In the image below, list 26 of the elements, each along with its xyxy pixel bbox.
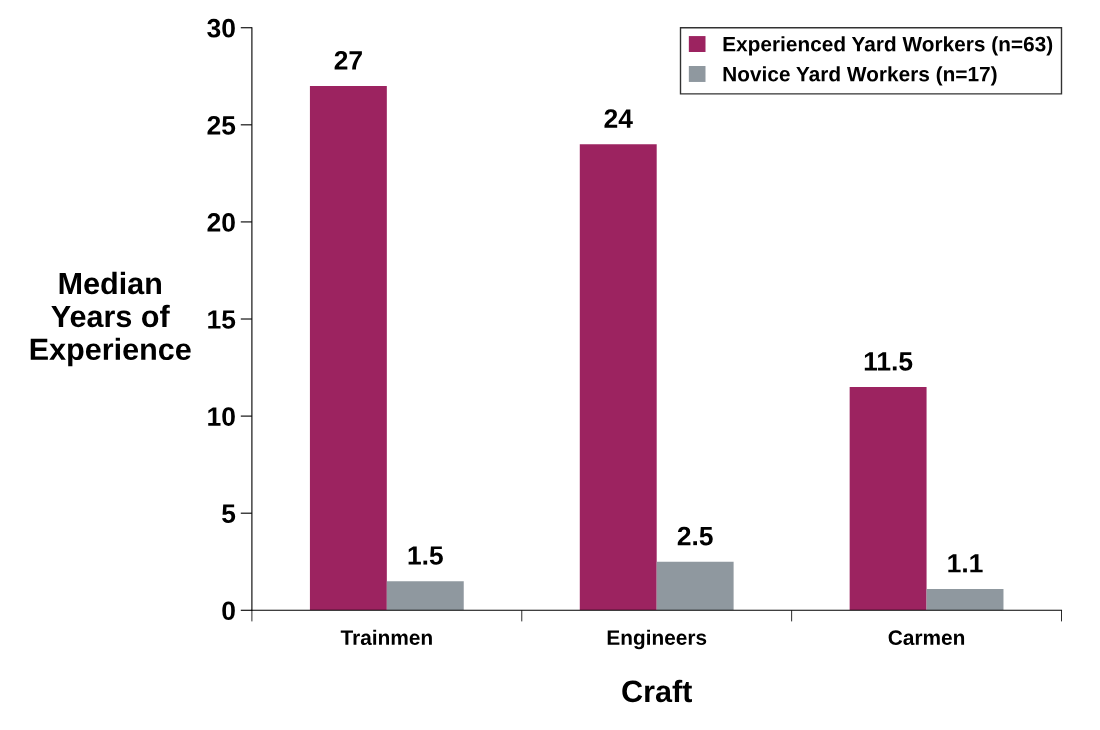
y-tick-label: 20 (207, 213, 235, 232)
legend-label: Novice Yard Workers (n=17) (723, 66, 997, 86)
y-tick-label: 5 (222, 504, 236, 524)
x-axis-title: Craft (622, 679, 692, 703)
bar (386, 581, 464, 611)
y-tick-label: 30 (207, 18, 235, 38)
y-tick-label: 10 (208, 407, 235, 426)
y-tick-label: 15 (208, 310, 236, 329)
x-tick-label: Carmen (888, 630, 965, 646)
y-tick-label: 25 (207, 115, 236, 135)
y-tick-label: 0 (222, 601, 235, 621)
bar (849, 386, 927, 611)
bar (309, 85, 387, 611)
x-tick-label: Engineers (607, 629, 707, 650)
data-label: 1.5 (408, 546, 443, 565)
data-label: 11.5 (864, 352, 913, 371)
bar (926, 588, 1004, 611)
data-label: 27 (334, 50, 362, 70)
data-label: 24 (604, 109, 633, 128)
data-label: 1.1 (948, 554, 983, 573)
x-tick-label: Trainmen (340, 629, 432, 646)
legend-label: Experienced Yard Workers (n=63) (723, 36, 1053, 56)
bar (656, 561, 734, 611)
y-axis-title: Median Years of Experience (30, 271, 191, 367)
data-label: 2.5 (677, 526, 713, 546)
bar (579, 144, 657, 611)
